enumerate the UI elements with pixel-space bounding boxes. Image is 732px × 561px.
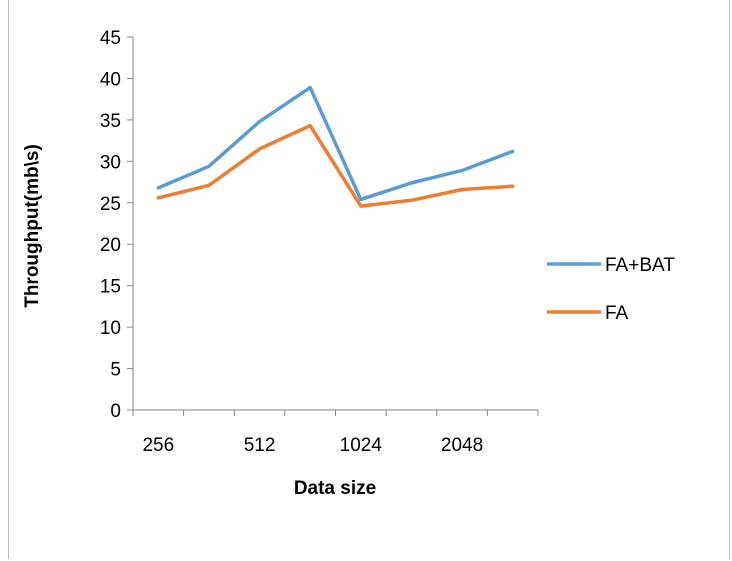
y-tick-label: 45	[100, 28, 121, 49]
series-lines	[156, 85, 515, 208]
series-line-fa-bat	[156, 85, 515, 202]
y-tick-label: 25	[100, 194, 121, 215]
x-axis-title: Data size	[294, 478, 376, 499]
legend-label: FA+BAT	[605, 255, 675, 276]
y-tick-label: 40	[100, 69, 121, 90]
y-tick-label: 35	[100, 111, 121, 132]
y-tick-label: 20	[100, 235, 121, 256]
y-tick-label: 10	[100, 318, 121, 339]
y-axis-title: Throughput(mb\s)	[22, 144, 43, 308]
legend-label: FA	[605, 303, 629, 324]
series-line-fa	[156, 123, 515, 208]
legend: FA+BAT FA	[547, 255, 675, 324]
x-tick-label: 1024	[340, 435, 383, 456]
y-tick-label: 5	[110, 360, 121, 381]
y-axis: 0 5 10 15 20 25 30 35 40 45	[100, 28, 134, 422]
x-tick-label: 2048	[441, 435, 483, 456]
chart-frame	[8, 0, 730, 559]
y-tick-label: 0	[110, 401, 121, 422]
x-axis: 256 512 1024 2048	[132, 409, 539, 456]
y-tick-label: 15	[100, 277, 121, 298]
x-tick-label: 512	[244, 435, 276, 456]
x-tick-label: 256	[142, 435, 174, 456]
y-tick-label: 30	[100, 152, 121, 173]
